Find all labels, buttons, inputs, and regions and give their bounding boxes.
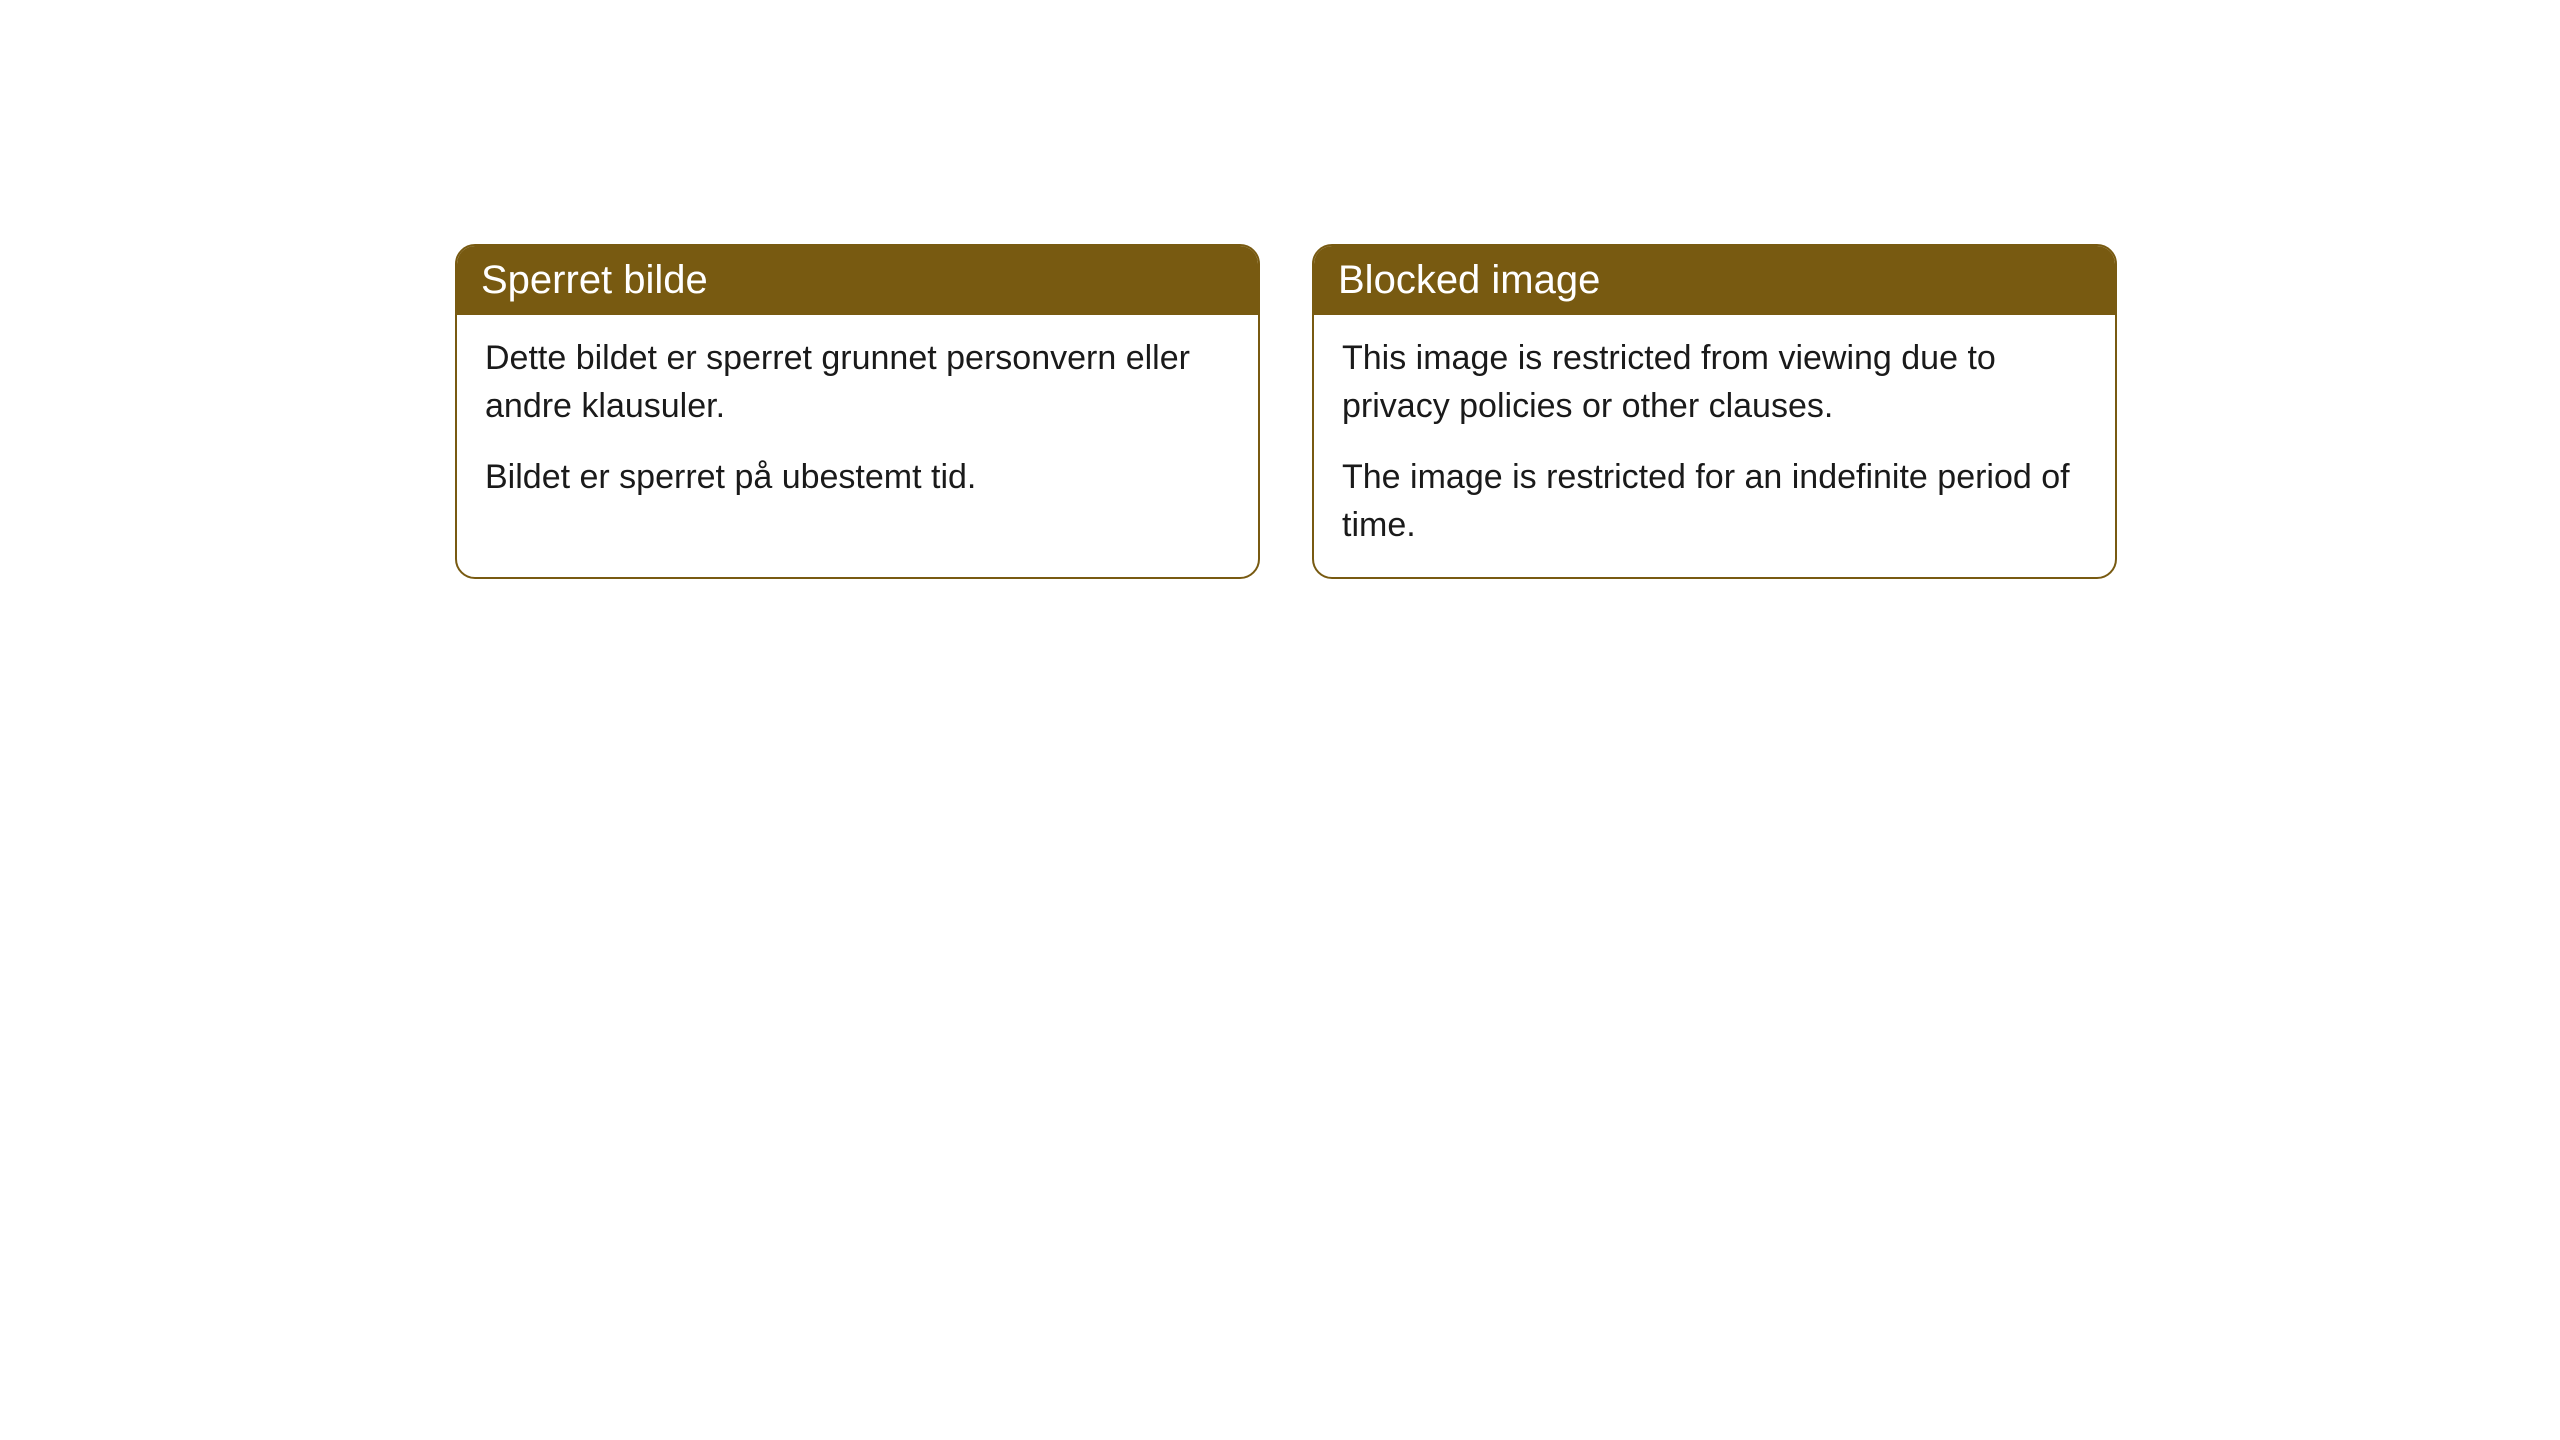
cards-container: Sperret bilde Dette bildet er sperret gr…: [455, 244, 2117, 579]
body-paragraph: Dette bildet er sperret grunnet personve…: [485, 335, 1230, 430]
card-norwegian: Sperret bilde Dette bildet er sperret gr…: [455, 244, 1260, 579]
body-paragraph: This image is restricted from viewing du…: [1342, 335, 2087, 430]
card-title: Blocked image: [1338, 258, 1600, 302]
card-body: Dette bildet er sperret grunnet personve…: [457, 315, 1258, 530]
card-body: This image is restricted from viewing du…: [1314, 315, 2115, 577]
card-header: Sperret bilde: [457, 246, 1258, 315]
card-header: Blocked image: [1314, 246, 2115, 315]
body-paragraph: The image is restricted for an indefinit…: [1342, 454, 2087, 549]
card-title: Sperret bilde: [481, 258, 708, 302]
body-paragraph: Bildet er sperret på ubestemt tid.: [485, 454, 1230, 502]
card-english: Blocked image This image is restricted f…: [1312, 244, 2117, 579]
